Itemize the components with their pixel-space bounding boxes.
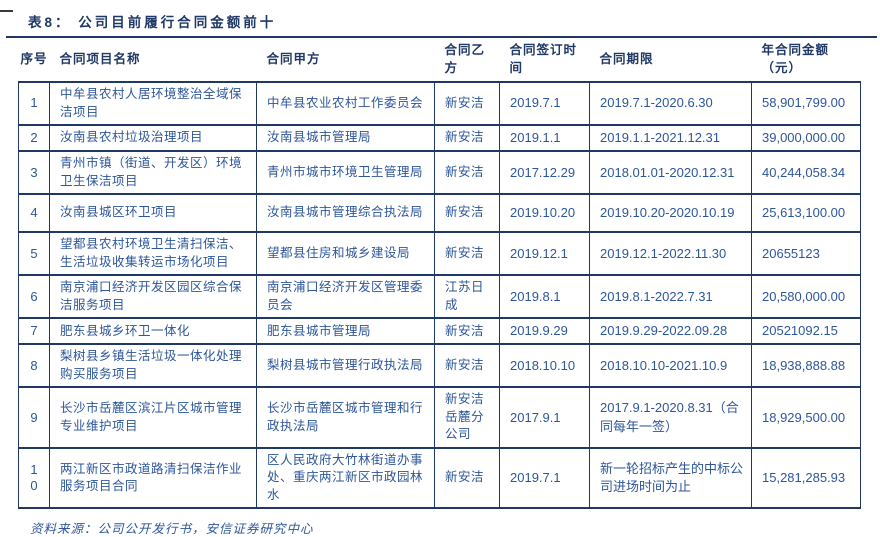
cell-party-b: 江苏日成 (434, 275, 500, 320)
cell-party-a: 区人民政府大竹林街道办事处、重庆两江新区市政园林水 (256, 447, 435, 510)
cell-sign-date: 2018.10.10 (499, 344, 590, 389)
cell-seq: 7 (18, 318, 50, 346)
cell-project: 南京浦口经济开发区园区综合保洁服务项目 (49, 275, 257, 320)
col-header-party-a: 合同甲方 (256, 38, 435, 83)
cell-sign-date: 2019.10.20 (499, 194, 590, 234)
col-header-project: 合同项目名称 (49, 38, 257, 83)
cell-amount: 39,000,000.00 (751, 125, 861, 153)
cell-sign-date: 2019.8.1 (499, 275, 590, 320)
cell-party-b: 新安洁岳麓分公司 (434, 387, 500, 449)
table-row: 9 长沙市岳麓区滨江片区城市管理专业维护项目 长沙市岳麓区城市管理和行政执法局 … (18, 387, 861, 449)
col-header-seq: 序号 (18, 38, 50, 83)
cell-seq: 2 (18, 125, 50, 153)
cell-term: 新一轮招标产生的中标公司进场时间为止 (589, 447, 752, 510)
cell-term: 2018.10.10-2021.10.9 (589, 344, 752, 389)
cell-amount: 58,901,799.00 (751, 82, 861, 126)
cell-amount: 25,613,100.00 (751, 194, 861, 234)
cell-project: 长沙市岳麓区滨江片区城市管理专业维护项目 (49, 387, 257, 449)
cell-party-a: 长沙市岳麓区城市管理和行政执法局 (256, 387, 435, 449)
cell-seq: 4 (18, 194, 50, 234)
report-table-page: 表8： 公司目前履行合同金额前十 序号 合同项目名称 合同甲方 合同乙方 合同签… (0, 10, 880, 536)
cell-project: 青州市镇（街道、开发区）环境卫生保洁项目 (49, 151, 257, 196)
table-row: 2 汝南县农村垃圾治理项目 汝南县城市管理局 新安洁 2019.1.1 2019… (18, 125, 861, 153)
cell-amount: 20521092.15 (751, 318, 861, 346)
cell-seq: 9 (18, 387, 50, 449)
table-body: 1 中牟县农村人居环境整治全域保洁项目 中牟县农业农村工作委员会 新安洁 201… (18, 82, 861, 510)
table-row: 3 青州市镇（街道、开发区）环境卫生保洁项目 青州市城市环境卫生管理局 新安洁 … (18, 151, 861, 196)
cell-party-a: 青州市城市环境卫生管理局 (256, 151, 435, 196)
cell-term: 2019.9.29-2022.09.28 (589, 318, 752, 346)
cell-party-b: 新安洁 (434, 82, 500, 126)
col-header-sign-date: 合同签订时间 (499, 38, 590, 83)
cell-party-a: 梨树县城市管理行政执法局 (256, 344, 435, 389)
cell-project: 肥东县城乡环卫一体化 (49, 318, 257, 346)
page-edge-mark (0, 10, 13, 12)
cell-term: 2019.10.20-2020.10.19 (589, 194, 752, 234)
cell-project: 两江新区市政道路清扫保洁作业服务项目合同 (49, 447, 257, 510)
cell-project: 汝南县农村垃圾治理项目 (49, 125, 257, 153)
cell-party-b: 新安洁 (434, 447, 500, 510)
cell-seq: 1 (18, 82, 50, 126)
cell-amount: 18,929,500.00 (751, 387, 861, 449)
cell-project: 梨树县乡镇生活垃圾一体化处理购买服务项目 (49, 344, 257, 389)
table-row: 7 肥东县城乡环卫一体化 肥东县城市管理局 新安洁 2019.9.29 2019… (18, 318, 861, 346)
cell-party-a: 汝南县城市管理局 (256, 125, 435, 153)
cell-party-b: 新安洁 (434, 318, 500, 346)
cell-party-a: 肥东县城市管理局 (256, 318, 435, 346)
cell-amount: 18,938,888.88 (751, 344, 861, 389)
cell-sign-date: 2019.7.1 (499, 82, 590, 126)
table-row: 10 两江新区市政道路清扫保洁作业服务项目合同 区人民政府大竹林街道办事处、重庆… (18, 447, 861, 510)
table-row: 1 中牟县农村人居环境整治全域保洁项目 中牟县农业农村工作委员会 新安洁 201… (18, 82, 861, 126)
cell-project: 望都县农村环境卫生清扫保洁、生活垃圾收集转运市场化项目 (49, 232, 257, 277)
cell-sign-date: 2019.9.29 (499, 318, 590, 346)
table-header: 序号 合同项目名称 合同甲方 合同乙方 合同签订时间 合同期限 年合同金额（元） (18, 38, 861, 83)
cell-party-b: 新安洁 (434, 232, 500, 277)
cell-amount: 20,580,000.00 (751, 275, 861, 320)
col-header-term: 合同期限 (589, 38, 752, 83)
cell-seq: 6 (18, 275, 50, 320)
cell-seq: 3 (18, 151, 50, 196)
table-row: 5 望都县农村环境卫生清扫保洁、生活垃圾收集转运市场化项目 望都县住房和城乡建设… (18, 232, 861, 277)
cell-amount: 40,244,058.34 (751, 151, 861, 196)
cell-sign-date: 2019.12.1 (499, 232, 590, 277)
contracts-table: 序号 合同项目名称 合同甲方 合同乙方 合同签订时间 合同期限 年合同金额（元）… (18, 38, 861, 510)
cell-seq: 8 (18, 344, 50, 389)
cell-term: 2017.9.1-2020.8.31（合同每年一签） (589, 387, 752, 449)
cell-sign-date: 2019.7.1 (499, 447, 590, 510)
cell-seq: 5 (18, 232, 50, 277)
cell-term: 2019.7.1-2020.6.30 (589, 82, 752, 126)
cell-party-a: 南京浦口经济开发区管理委员会 (256, 275, 435, 320)
cell-party-a: 汝南县城市管理综合执法局 (256, 194, 435, 234)
cell-party-b: 新安洁 (434, 151, 500, 196)
header-row: 序号 合同项目名称 合同甲方 合同乙方 合同签订时间 合同期限 年合同金额（元） (18, 38, 861, 83)
cell-party-a: 中牟县农业农村工作委员会 (256, 82, 435, 126)
col-header-party-b: 合同乙方 (434, 38, 500, 83)
cell-seq: 10 (18, 447, 50, 510)
cell-sign-date: 2017.9.1 (499, 387, 590, 449)
cell-sign-date: 2019.1.1 (499, 125, 590, 153)
cell-term: 2019.1.1-2021.12.31 (589, 125, 752, 153)
cell-amount: 15,281,285.93 (751, 447, 861, 510)
cell-term: 2019.12.1-2022.11.30 (589, 232, 752, 277)
table-row: 4 汝南县城区环卫项目 汝南县城市管理综合执法局 新安洁 2019.10.20 … (18, 194, 861, 234)
table-title: 表8： 公司目前履行合同金额前十 (6, 10, 877, 38)
source-note: 资料来源：公司公开发行书，安信证券研究中心 (30, 522, 314, 537)
cell-party-b: 新安洁 (434, 344, 500, 389)
cell-party-b: 新安洁 (434, 125, 500, 153)
cell-term: 2019.8.1-2022.7.31 (589, 275, 752, 320)
cell-party-b: 新安洁 (434, 194, 500, 234)
cell-party-a: 望都县住房和城乡建设局 (256, 232, 435, 277)
cell-amount: 20655123 (751, 232, 861, 277)
cell-project: 中牟县农村人居环境整治全域保洁项目 (49, 82, 257, 126)
table-row: 6 南京浦口经济开发区园区综合保洁服务项目 南京浦口经济开发区管理委员会 江苏日… (18, 275, 861, 320)
cell-project: 汝南县城区环卫项目 (49, 194, 257, 234)
cell-sign-date: 2017.12.29 (499, 151, 590, 196)
table-row: 8 梨树县乡镇生活垃圾一体化处理购买服务项目 梨树县城市管理行政执法局 新安洁 … (18, 344, 861, 389)
col-header-amount: 年合同金额（元） (751, 38, 861, 83)
cell-term: 2018.01.01-2020.12.31 (589, 151, 752, 196)
